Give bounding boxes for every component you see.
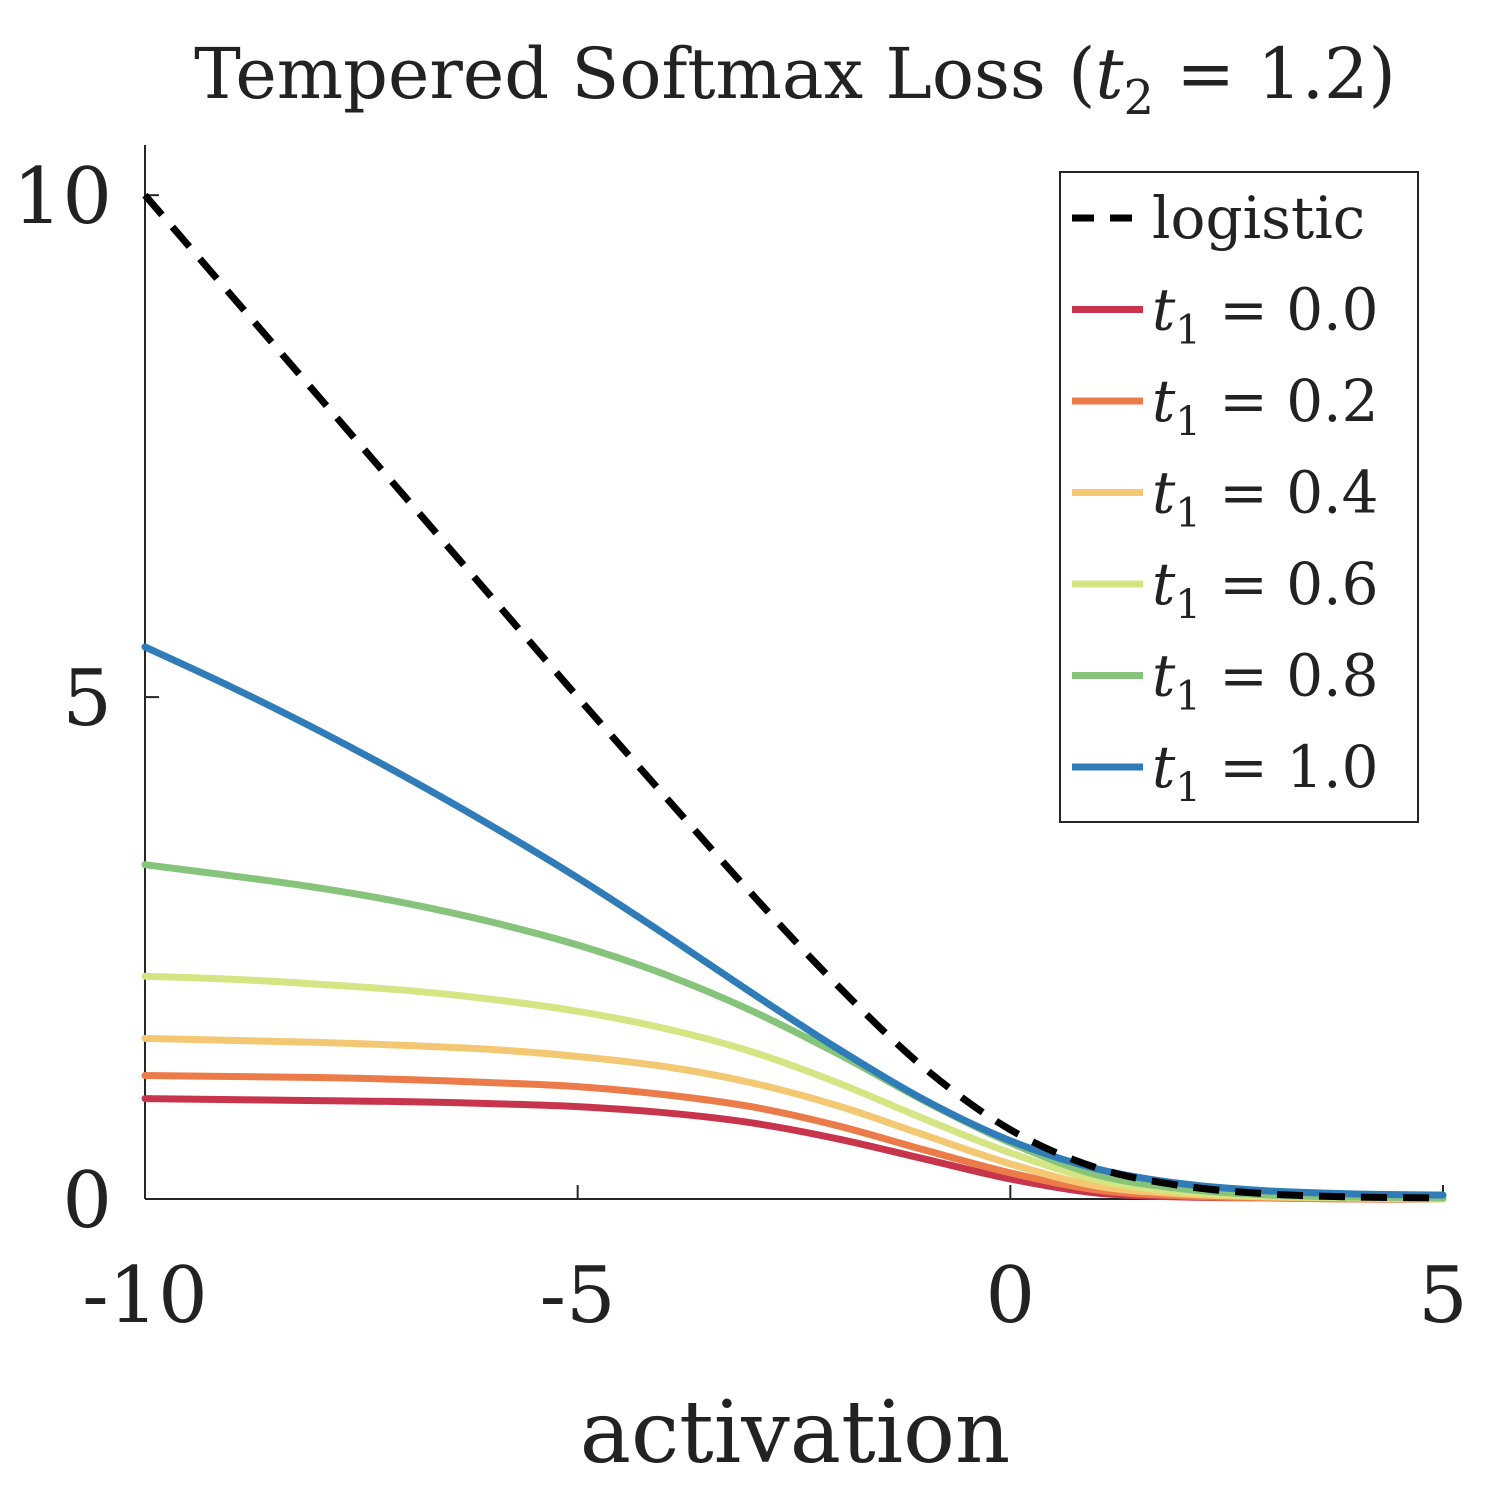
chart-title: Tempered Softmax Loss (t2 = 1.2) bbox=[194, 33, 1396, 126]
series-line bbox=[141, 861, 1447, 1202]
x-tick-label: 5 bbox=[1418, 1251, 1468, 1341]
legend-label-var: t bbox=[1152, 367, 1176, 435]
x-tick-label: -10 bbox=[82, 1251, 208, 1341]
legend-label: logistic bbox=[1152, 184, 1365, 252]
chart-title-var: t bbox=[1095, 33, 1124, 115]
legend-label-sub: 1 bbox=[1175, 582, 1200, 628]
legend-label: t1 = 1.0 bbox=[1152, 733, 1378, 811]
chart-title-prefix: Tempered Softmax Loss ( bbox=[194, 33, 1095, 115]
x-tick-label: -5 bbox=[540, 1251, 616, 1341]
legend-label-value: = 0.8 bbox=[1201, 642, 1379, 710]
legend-label-var: t bbox=[1152, 733, 1176, 801]
series-line bbox=[142, 192, 1444, 1202]
legend-label-var: t bbox=[1152, 642, 1176, 710]
y-tick-label: 10 bbox=[13, 152, 112, 242]
legend-label-sub: 1 bbox=[1175, 308, 1200, 354]
x-tick-label: 0 bbox=[986, 1251, 1036, 1341]
legend-label: t1 = 0.4 bbox=[1152, 459, 1378, 537]
legend-label-value: = 1.0 bbox=[1201, 733, 1379, 801]
legend-label: t1 = 0.0 bbox=[1152, 276, 1378, 354]
y-tick-label: 5 bbox=[62, 654, 112, 744]
chart-title-suffix: = 1.2) bbox=[1154, 33, 1396, 115]
legend-label-value: = 0.2 bbox=[1201, 367, 1379, 435]
legend-label: t1 = 0.2 bbox=[1152, 367, 1378, 445]
series-group bbox=[141, 192, 1447, 1203]
legend-label-value: = 0.0 bbox=[1201, 276, 1379, 344]
legend-label-var: t bbox=[1152, 550, 1176, 618]
series-line bbox=[141, 972, 1447, 1203]
chart-title-sub: 2 bbox=[1124, 70, 1155, 126]
legend-label-var: t bbox=[1152, 276, 1176, 344]
legend-label: t1 = 0.8 bbox=[1152, 642, 1378, 720]
y-tick-label: 0 bbox=[62, 1156, 112, 1246]
legend-label-var: t bbox=[1152, 459, 1176, 527]
legend-label-sub: 1 bbox=[1175, 765, 1200, 811]
legend-label-sub: 1 bbox=[1175, 674, 1200, 720]
legend-label-value: = 0.6 bbox=[1201, 550, 1379, 618]
legend-label-sub: 1 bbox=[1175, 399, 1200, 445]
legend-box bbox=[1059, 171, 1419, 823]
axes: -10 -5 0 5 0 5 10 bbox=[13, 145, 1468, 1341]
legend-label-value: = 0.4 bbox=[1201, 459, 1379, 527]
legend-label-sub: 1 bbox=[1175, 491, 1200, 537]
legend-label: t1 = 0.6 bbox=[1152, 550, 1378, 628]
x-axis-label: activation bbox=[580, 1383, 1011, 1483]
